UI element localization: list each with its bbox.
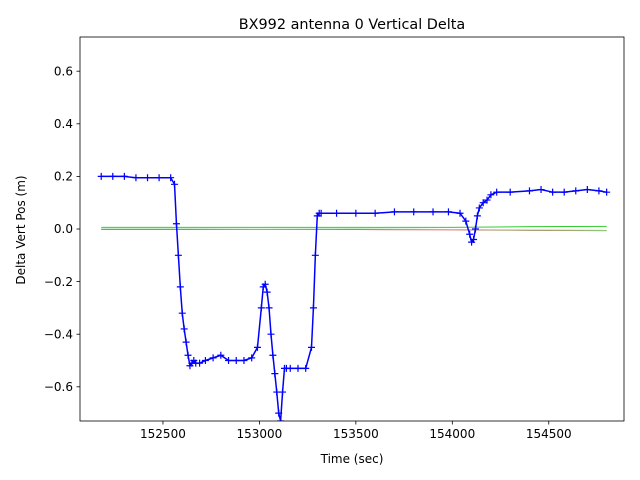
- series-0-marker: [196, 359, 204, 367]
- series-0-marker: [286, 364, 294, 372]
- series-0-marker: [155, 174, 163, 182]
- x-tick-label: 152500: [140, 427, 186, 441]
- series-0-marker: [560, 188, 568, 196]
- series-0-marker: [603, 188, 611, 196]
- series-0-marker: [265, 304, 273, 312]
- series-0-marker: [182, 338, 190, 346]
- series-0-marker: [475, 204, 483, 212]
- series-0-marker: [232, 357, 240, 365]
- series-0-marker: [390, 208, 398, 216]
- series-0-marker: [493, 188, 501, 196]
- series-0-marker: [473, 212, 481, 220]
- series-0-marker: [471, 225, 479, 233]
- series-0-marker: [269, 351, 277, 359]
- y-tick-label: −0.4: [44, 327, 73, 341]
- series-0-marker: [253, 343, 261, 351]
- y-tick-label: 0.4: [54, 117, 73, 131]
- series-0-marker: [271, 370, 279, 378]
- series-0-marker: [456, 209, 464, 217]
- plot-area: [97, 172, 611, 421]
- x-tick-label: 154500: [526, 427, 572, 441]
- series-0-marker: [309, 304, 317, 312]
- series-0-marker: [294, 364, 302, 372]
- series-0-marker: [371, 209, 379, 217]
- series-0-marker: [583, 186, 591, 194]
- series-0-marker: [225, 357, 233, 365]
- series-0-marker: [483, 196, 491, 204]
- series-0-marker: [240, 357, 248, 365]
- series-0-marker: [352, 209, 360, 217]
- series-0-marker: [209, 354, 217, 362]
- x-tick-label: 153500: [333, 427, 379, 441]
- series-0-marker: [279, 388, 287, 396]
- series-0-marker: [120, 172, 128, 180]
- series-0-marker: [479, 199, 487, 207]
- series-0-marker: [178, 309, 186, 317]
- x-axis-label: Time (sec): [320, 452, 384, 466]
- y-tick-label: −0.2: [44, 275, 73, 289]
- series-0-marker: [277, 417, 285, 421]
- series-0-marker: [172, 220, 180, 228]
- series-0-marker: [572, 187, 580, 195]
- series-0-marker: [595, 187, 603, 195]
- series-0-marker: [444, 208, 452, 216]
- series-0-marker: [176, 283, 184, 291]
- series-0-marker: [549, 188, 557, 196]
- y-tick-label: 0.6: [54, 64, 73, 78]
- series-0-marker: [248, 354, 256, 362]
- series-0-marker: [333, 209, 341, 217]
- series-0-marker: [180, 325, 188, 333]
- series-0-marker: [275, 409, 283, 417]
- series-0-marker: [466, 230, 474, 238]
- series-0-marker: [410, 208, 418, 216]
- series-0-marker: [184, 351, 192, 359]
- series-0-marker: [201, 357, 209, 365]
- series-0-marker: [171, 180, 179, 188]
- x-tick-label: 154000: [429, 427, 475, 441]
- y-tick-label: 0.0: [54, 222, 73, 236]
- series-0-marker: [470, 236, 478, 244]
- y-axis-label: Delta Vert Pos (m): [14, 175, 28, 284]
- series-0-marker: [506, 188, 514, 196]
- series-0-marker: [257, 304, 265, 312]
- series-0-marker: [144, 174, 152, 182]
- series-0-marker: [525, 187, 533, 195]
- series-0-marker: [217, 351, 225, 359]
- chart-title: BX992 antenna 0 Vertical Delta: [239, 17, 465, 33]
- series-0-marker: [307, 343, 315, 351]
- series-0-marker: [109, 172, 117, 180]
- axes: 152500 153000 153500 154000 154500 −0.6 −0.4 −0…: [44, 36, 625, 441]
- series-0-marker: [97, 172, 105, 180]
- series-0-marker: [487, 191, 495, 199]
- series-0-marker: [174, 251, 182, 259]
- series-0-marker: [263, 288, 271, 296]
- series-0-marker: [317, 209, 325, 217]
- series-0-marker: [132, 174, 140, 182]
- y-tick-label: −0.6: [44, 380, 73, 394]
- series-0-marker: [537, 186, 545, 194]
- series-3-line: [101, 228, 607, 231]
- series-0-marker: [302, 364, 310, 372]
- series-0-marker: [167, 174, 175, 182]
- series-0-marker: [261, 280, 269, 288]
- series-1-line: [101, 225, 607, 228]
- series-0-marker: [311, 251, 319, 259]
- series-0-marker: [267, 330, 275, 338]
- y-tick-label: 0.2: [54, 170, 73, 184]
- series-0-marker: [462, 217, 470, 225]
- x-tick-label: 153000: [236, 427, 282, 441]
- series-0-marker: [429, 208, 437, 216]
